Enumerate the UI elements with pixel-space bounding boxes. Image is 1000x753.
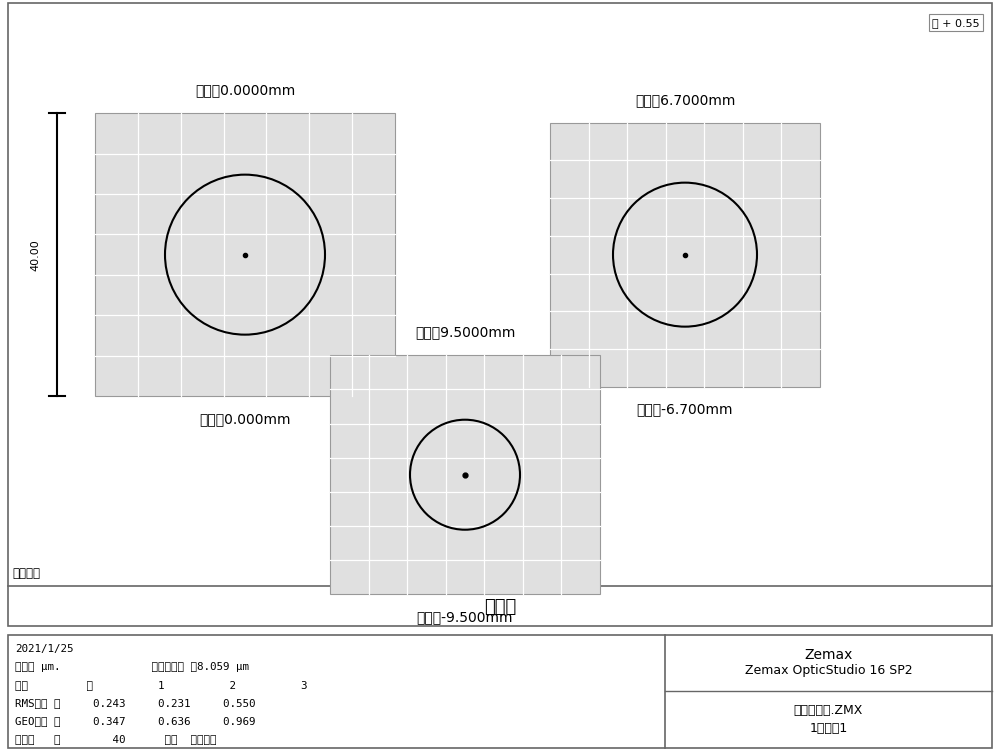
Text: 图 + 0.55: 图 + 0.55 xyxy=(932,17,980,28)
Text: 像面：-6.700mm: 像面：-6.700mm xyxy=(637,402,733,416)
Bar xyxy=(550,123,820,387)
Text: 物面：0.0000mm: 物面：0.0000mm xyxy=(195,84,295,97)
Bar xyxy=(95,113,395,396)
Text: Zemax OpticStudio 16 SP2: Zemax OpticStudio 16 SP2 xyxy=(745,664,912,677)
Text: 面：像面: 面：像面 xyxy=(12,567,40,580)
Text: 视场         ：          1          2          3: 视场 ： 1 2 3 xyxy=(15,680,308,690)
Text: 物面：6.7000mm: 物面：6.7000mm xyxy=(635,93,735,107)
Text: Zemax: Zemax xyxy=(804,648,853,663)
Text: 缩放条   ：        40      参考  ：主光线: 缩放条 ： 40 参考 ：主光线 xyxy=(15,733,216,744)
Bar xyxy=(330,355,600,594)
Text: 2021/1/25: 2021/1/25 xyxy=(15,644,74,654)
Text: 条纹成像镜.ZMX: 条纹成像镜.ZMX xyxy=(794,704,863,718)
Text: 物面：9.5000mm: 物面：9.5000mm xyxy=(415,325,515,340)
Text: 1的结构1: 1的结构1 xyxy=(809,721,848,735)
Text: 单位是 μm.              艾利斑半径 ：8.059 μm: 单位是 μm. 艾利斑半径 ：8.059 μm xyxy=(15,662,249,672)
Text: 40.00: 40.00 xyxy=(30,239,40,270)
Text: 像面：0.000mm: 像面：0.000mm xyxy=(199,412,291,426)
Text: RMS半径 ：     0.243     0.231     0.550: RMS半径 ： 0.243 0.231 0.550 xyxy=(15,698,256,708)
Text: GEO半径 ：     0.347     0.636     0.969: GEO半径 ： 0.347 0.636 0.969 xyxy=(15,715,256,726)
Text: 点列图: 点列图 xyxy=(484,599,516,617)
Text: 像面：-9.500mm: 像面：-9.500mm xyxy=(417,610,513,624)
